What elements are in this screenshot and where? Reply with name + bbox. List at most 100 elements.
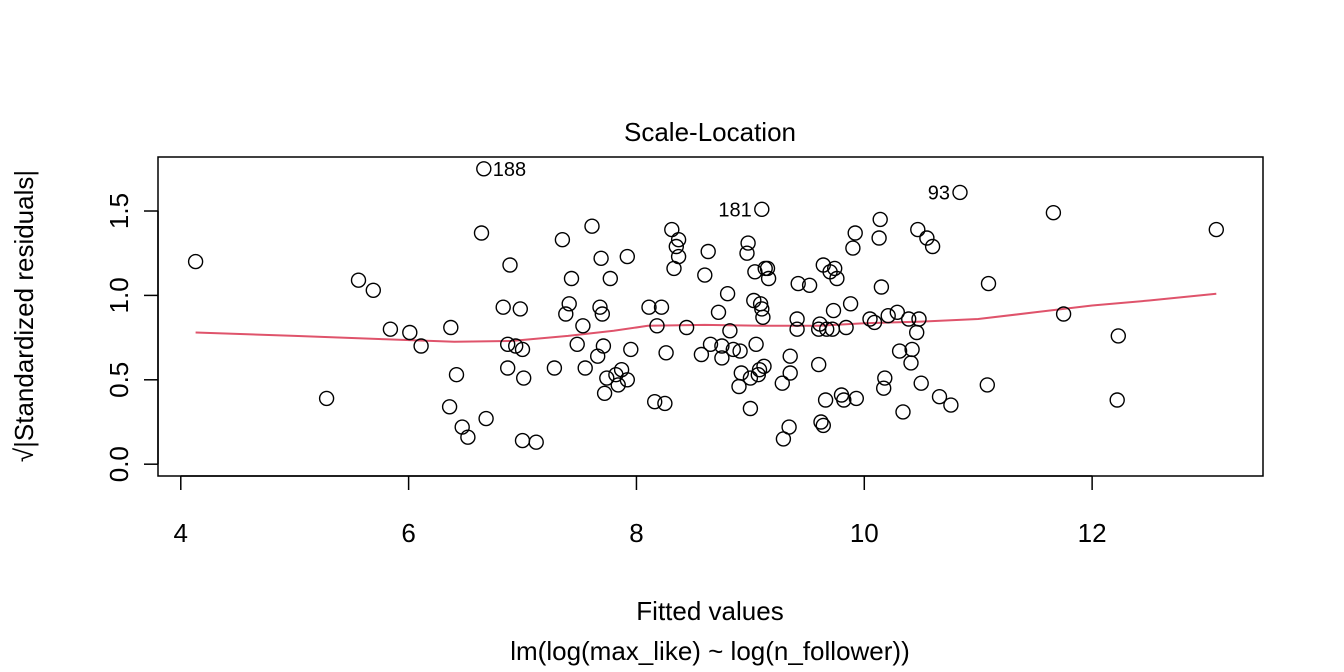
data-point [801,277,818,293]
data-point [740,235,756,251]
data-point [848,390,864,407]
y-tick-label: 1.0 [104,277,134,313]
data-point [610,377,626,393]
data-point [789,321,805,337]
data-point [554,231,571,248]
data-point [500,336,516,352]
data-point [748,336,764,352]
data-point [813,414,829,430]
data-point [478,410,494,427]
data-point [710,304,727,320]
data-point [719,286,736,302]
data-point [697,267,713,283]
data-point [593,250,609,266]
data-point [759,260,776,277]
data-point [871,230,887,246]
data-point [658,345,674,361]
data-point [382,321,399,337]
data-point [460,429,476,445]
data-point [594,306,610,322]
x-tick-label: 12 [1078,518,1107,548]
data-point [739,245,755,261]
data-point [602,270,618,287]
data-point [891,343,908,359]
data-point [495,299,511,315]
model-formula-label: lm(log(max_like) ~ log(n_follower)) [510,636,910,666]
data-point [649,318,665,334]
data-point [732,343,748,359]
data-point [913,375,929,391]
data-point [575,318,591,334]
data-point [880,308,896,324]
data-point [876,380,892,396]
plot-frame [157,156,1264,477]
data-point [782,348,798,364]
data-point [790,275,806,292]
data-point [1110,328,1127,344]
data-point [350,272,367,288]
data-point [577,360,593,376]
data-point [910,221,926,238]
x-tick-label: 10 [850,518,879,548]
data-point [895,404,911,420]
data-point [714,350,730,366]
data-point [1208,221,1225,238]
y-axis-label: √|Standardized residuals| [9,170,39,462]
data-point [443,319,459,336]
data-point [815,417,831,434]
data-point [742,370,759,386]
data-point [811,356,827,373]
data-point [619,372,635,388]
data-point [619,248,635,265]
data-point [413,338,429,354]
data-point [911,311,927,327]
data-point [754,301,770,317]
data-point [979,377,995,393]
y-tick-label: 0.5 [104,362,134,398]
chart-title: Scale-Location [624,117,796,147]
data-point [653,299,670,315]
data-point [877,370,893,386]
data-point [595,338,612,354]
data-point [722,323,738,339]
data-point [842,296,859,312]
data-point [751,362,768,378]
data-point [668,238,684,255]
data-point [866,314,883,331]
data-point [516,370,532,386]
data-point [931,389,948,405]
data-point [693,346,710,363]
data-point [514,432,531,449]
data-point [836,392,852,408]
data-point [825,302,842,319]
data-point [402,324,418,341]
data-point [670,231,687,248]
data-point [889,304,905,320]
data-point [441,399,458,415]
data-point [623,341,639,358]
data-point [657,395,673,412]
y-tick-label: 0.0 [104,446,134,482]
data-point [755,309,771,325]
labeled-data-point [754,201,770,218]
data-point [746,292,762,309]
data-point [561,296,577,312]
labeled-data-point [476,161,492,177]
data-point [774,375,790,391]
data-point [845,240,861,256]
data-point [702,336,719,352]
data-point [563,270,580,287]
data-point [924,238,941,255]
data-point [1109,392,1125,408]
data-point [872,211,888,228]
labeled-data-point [952,184,968,201]
x-axis-label: Fitted values [636,596,783,626]
data-point [827,260,843,277]
data-point [919,230,935,246]
data-point [781,419,797,435]
data-point [838,319,854,336]
data-point [700,243,716,260]
point-id-label: 181 [718,199,751,221]
point-id-label: 188 [493,159,526,181]
